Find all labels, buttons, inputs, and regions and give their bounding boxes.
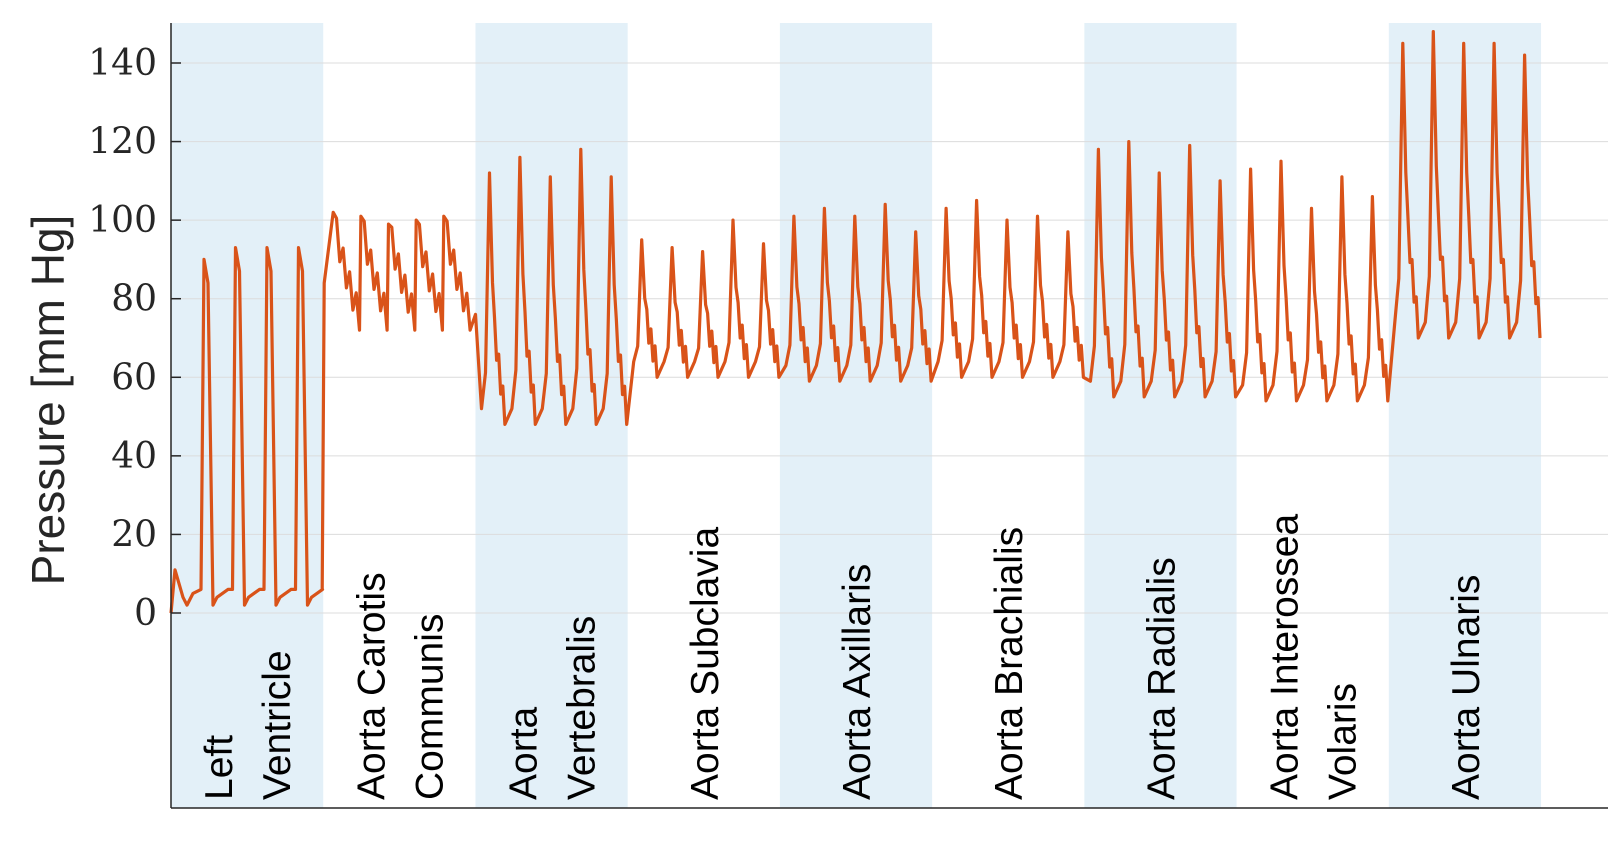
segment-labels: Left Ventricle Aorta Carotis Communis Aorta V…: [198, 514, 1488, 800]
y-tick-label: 100: [88, 200, 157, 241]
y-tick-labels: 0 20 40 60 80 100 120 140: [88, 43, 181, 634]
pressure-line: [169, 30, 1542, 614]
pressure-series: [169, 30, 1542, 614]
y-tick-label: 120: [88, 122, 157, 163]
segment-label: Communis: [408, 614, 451, 800]
y-tick-label: 20: [111, 514, 157, 555]
segment-band: [779, 23, 933, 808]
segment-label: Aorta Subclavia: [684, 527, 727, 800]
grid-lines: [171, 62, 1608, 614]
y-tick-label: 140: [88, 43, 157, 84]
y-tick-label: 0: [134, 593, 157, 634]
segment-label: Left: [198, 735, 241, 800]
segment-label: Aorta Axillaris: [836, 564, 879, 800]
segment-band: [1084, 23, 1237, 808]
segment-label: Ventricle: [256, 650, 299, 800]
y-tick-label: 60: [111, 357, 157, 398]
segment-label: Volaris: [1322, 683, 1365, 800]
segment-label: Aorta: [503, 706, 546, 800]
segment-bands: [171, 23, 1542, 808]
segment-band: [171, 23, 324, 808]
segment-label: Aorta Ulnaris: [1445, 575, 1488, 800]
segment-label: Aorta Brachialis: [988, 527, 1031, 800]
segment-label: Aorta Interossea: [1264, 514, 1307, 800]
y-tick-label: 40: [111, 436, 157, 477]
segment-label: Aorta Carotis: [350, 572, 393, 800]
y-axis-label: Pressure [mm Hg]: [22, 215, 74, 586]
segment-label: Vertebralis: [561, 616, 604, 800]
axes: [170, 23, 1608, 809]
y-tick-label: 80: [111, 279, 157, 320]
segment-band: [475, 23, 628, 808]
segment-label: Aorta Radialis: [1141, 557, 1184, 800]
